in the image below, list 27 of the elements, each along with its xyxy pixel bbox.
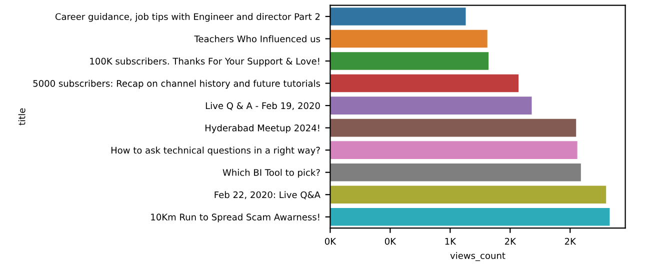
y-tick-label: Which BI Tool to pick?	[222, 168, 320, 178]
y-tick-label: Feb 22, 2020: Live Q&A	[214, 191, 320, 200]
bar	[330, 141, 578, 159]
y-tick-label: 5000 subscribers: Recap on channel history and future tutorials	[33, 80, 320, 89]
x-tick-label: 1K	[445, 238, 456, 245]
x-tick-label: 2K	[504, 238, 516, 245]
y-tick-label: Hyderabad Meetup 2024!	[205, 124, 320, 134]
y-tick-label: Career guidance, job tips with Engineer and director Part 2	[55, 13, 320, 22]
bar	[330, 186, 606, 204]
bar	[330, 208, 610, 226]
x-tick-label: 0K	[384, 238, 396, 245]
bar	[330, 52, 489, 70]
y-tick-label: 10Km Run to Spread Scam Awarness!	[151, 213, 320, 222]
x-tick-label: 0K	[324, 238, 336, 245]
bar	[330, 30, 488, 48]
bar	[330, 163, 581, 182]
bar	[330, 118, 576, 137]
y-tick-label: Live Q & A - Feb 19, 2020	[206, 102, 320, 110]
x-axis-title: views_count	[450, 252, 506, 262]
y-tick-label: Teachers Who Influenced us	[194, 35, 320, 42]
bar	[330, 74, 519, 92]
bar	[330, 8, 466, 26]
x-tick-label: 2K	[564, 238, 576, 245]
y-tick-label: 100K subscribers. Thanks For Your Support & Love!	[90, 58, 320, 66]
y-axis-title: title	[18, 108, 26, 126]
bar	[330, 96, 532, 114]
y-tick-label: How to ask technical questions in a right way?	[111, 146, 320, 156]
